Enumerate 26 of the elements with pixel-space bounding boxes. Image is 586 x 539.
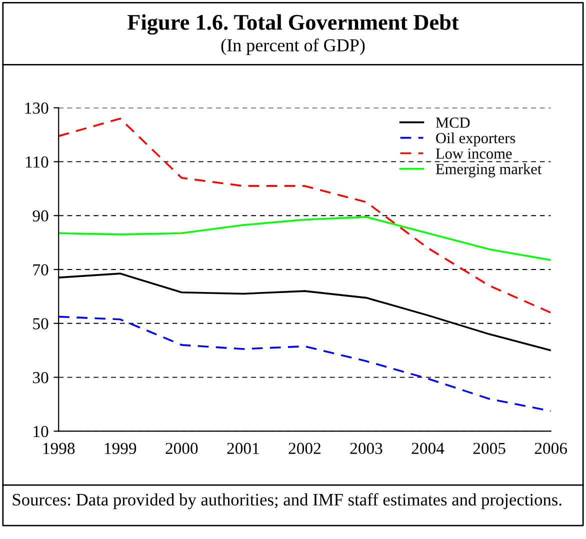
line-series — [58, 216, 551, 261]
y-tick-label: 90 — [32, 210, 48, 222]
x-tick-label: 2003 — [350, 442, 382, 454]
x-tick-label: 2001 — [227, 442, 259, 454]
legend-label: Emerging market — [436, 163, 542, 178]
x-tick-label: 1999 — [104, 442, 136, 454]
x-tick-label: 2000 — [166, 442, 198, 454]
y-tick-label: 10 — [34, 426, 48, 438]
y-tick-label: 50 — [33, 318, 48, 330]
chart-title: Figure 1.6. Total Government Debt — [128, 14, 459, 35]
legend-label: Low income — [436, 148, 512, 159]
y-tick-label: 30 — [33, 372, 48, 384]
x-tick-label: 2006 — [534, 442, 568, 454]
chart-subtitle: (In percent of GDP) — [221, 38, 365, 56]
x-tick-label: 2004 — [412, 442, 444, 454]
line-series — [58, 316, 551, 412]
y-tick-label: 110 — [26, 156, 48, 168]
x-tick-label: 1998 — [43, 442, 75, 454]
legend-label: MCD — [436, 118, 470, 128]
y-tick-label: 70 — [33, 264, 48, 276]
legend-label: Oil exporters — [436, 132, 516, 146]
x-tick-label: 2005 — [473, 442, 506, 454]
y-tick-label: 130 — [25, 102, 48, 114]
source-note: Sources: Data provided by authorities; and IMF staff estimates and projections. — [12, 493, 562, 510]
x-tick-label: 2002 — [288, 442, 320, 454]
line-series — [58, 118, 551, 314]
